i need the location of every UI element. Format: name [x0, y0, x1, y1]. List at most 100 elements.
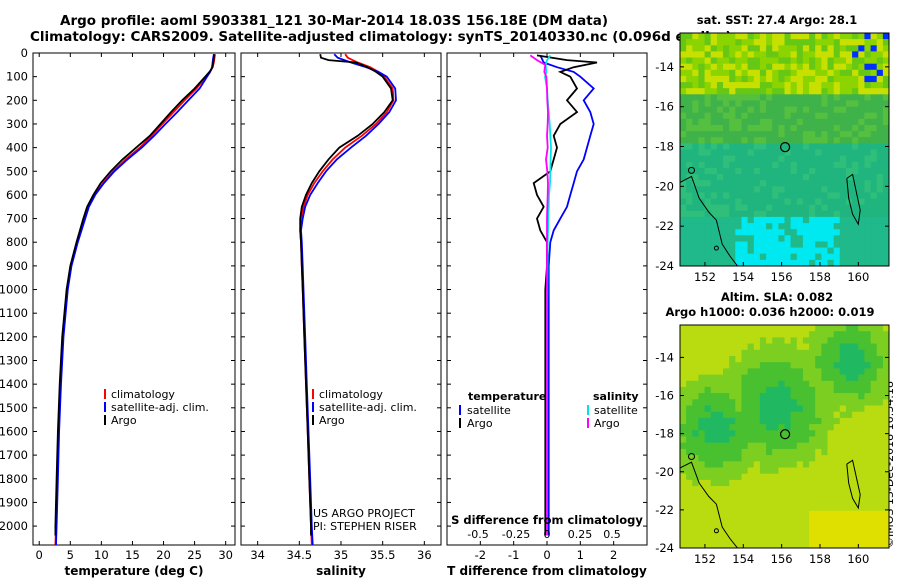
map-cell	[882, 393, 889, 400]
map-cell	[870, 229, 878, 236]
map-cell	[858, 424, 865, 431]
map-cell	[766, 368, 773, 376]
map-cell	[833, 393, 841, 400]
map-cell	[729, 216, 736, 224]
map-cell	[858, 362, 865, 369]
map-cell	[692, 75, 699, 83]
map-cell	[753, 247, 761, 255]
map-cell	[809, 411, 816, 419]
map-cell	[704, 411, 712, 419]
map-cell	[772, 45, 779, 52]
map-cell	[802, 88, 810, 95]
map-cell	[802, 131, 810, 138]
map-cell	[753, 180, 761, 187]
map-cell	[809, 430, 816, 438]
map-cell	[833, 51, 841, 59]
map-cell	[741, 174, 749, 181]
map-cell	[716, 337, 724, 345]
panel-difference: -2 -1 0 1 2T difference from climatology	[446, 52, 648, 578]
map-cell	[784, 343, 792, 351]
series-temperature-satellite	[539, 55, 595, 536]
map-cell	[772, 229, 779, 236]
map-cell	[882, 541, 889, 548]
map-cell	[766, 223, 773, 230]
map-cell	[698, 492, 706, 500]
map-cell	[710, 448, 718, 456]
map-cell	[766, 399, 773, 407]
map-cell	[759, 517, 767, 524]
map-cell	[821, 45, 829, 52]
map-cell	[729, 523, 736, 530]
map-cell	[735, 198, 742, 206]
map-cell	[827, 125, 835, 132]
map-cell	[772, 374, 779, 382]
legend-label: Argo	[319, 414, 345, 427]
map-cell	[723, 63, 730, 71]
map-cell	[833, 380, 841, 388]
map-cell	[729, 82, 736, 89]
map-cell	[753, 174, 761, 181]
map-cell	[882, 174, 889, 181]
map-cell	[809, 455, 816, 462]
map-cell	[766, 455, 773, 462]
map-cell	[759, 51, 767, 59]
map-cell	[680, 39, 687, 46]
map-cell	[796, 75, 804, 83]
map-cell	[858, 100, 865, 108]
map-cell	[723, 253, 730, 261]
map-cell	[692, 430, 699, 438]
map-cell	[827, 112, 835, 120]
map-cell	[833, 535, 841, 543]
map-cell	[852, 362, 859, 369]
map-cell	[772, 380, 779, 388]
map-cell	[821, 442, 829, 450]
map-cell	[876, 393, 884, 400]
map-cell	[759, 63, 767, 71]
map-cell	[772, 63, 779, 71]
map-cell	[858, 186, 865, 193]
map-cell	[827, 349, 835, 357]
map-cell	[753, 442, 761, 450]
map-cell	[815, 253, 822, 261]
map-cell	[790, 343, 798, 351]
map-cell	[710, 259, 718, 266]
map-cell	[870, 180, 878, 187]
map-cell	[876, 343, 884, 351]
map-cell	[839, 424, 847, 431]
map-cell	[772, 337, 779, 345]
map-cell	[778, 131, 786, 138]
map-cell	[858, 235, 865, 242]
map-cell	[753, 63, 761, 71]
map-cell	[784, 125, 792, 132]
map-cell	[796, 247, 804, 255]
map-cell	[821, 106, 829, 114]
map-cell	[876, 167, 884, 175]
lon-tick-label: 158	[809, 552, 831, 566]
map-cell	[796, 241, 804, 249]
map-cell	[796, 223, 804, 230]
map-cell	[753, 241, 761, 249]
map-cell	[729, 75, 736, 83]
map-cell	[802, 331, 810, 338]
map-cell	[741, 39, 749, 46]
map-cell	[747, 229, 755, 236]
map-cell	[864, 535, 872, 543]
map-cell	[864, 82, 872, 89]
map-cell	[839, 161, 847, 169]
map-cell	[839, 337, 847, 345]
map-cell	[821, 498, 829, 506]
map-cell	[809, 235, 816, 242]
map-cell	[852, 461, 859, 469]
map-cell	[759, 448, 767, 456]
map-cell	[766, 504, 773, 512]
map-cell	[723, 174, 730, 181]
map-cell	[882, 368, 889, 376]
map-cell	[741, 337, 749, 345]
map-cell	[704, 186, 712, 193]
map-cell	[882, 198, 889, 206]
map-cell	[710, 523, 718, 530]
map-cell	[833, 186, 841, 193]
map-cell	[723, 161, 730, 169]
map-cell	[710, 541, 718, 548]
